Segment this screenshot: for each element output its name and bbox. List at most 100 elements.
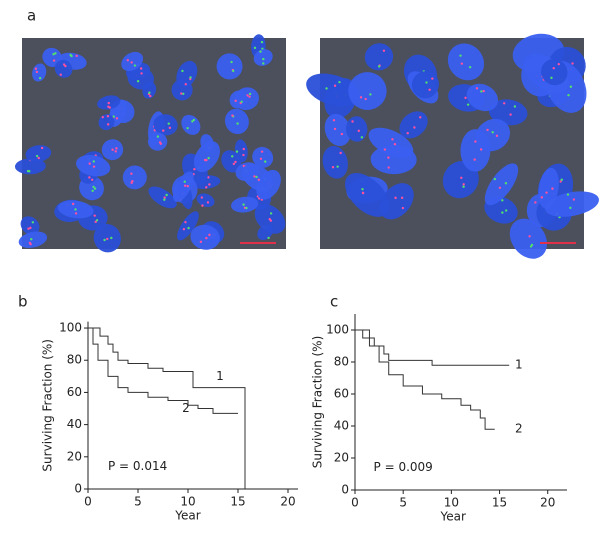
signal bbox=[566, 193, 570, 196]
signal bbox=[30, 237, 33, 241]
signal bbox=[431, 77, 434, 80]
x-tick-label: 5 bbox=[399, 496, 407, 510]
signal bbox=[232, 162, 236, 166]
nucleus bbox=[25, 145, 52, 162]
signal bbox=[103, 238, 106, 242]
signal bbox=[387, 166, 390, 169]
signal bbox=[269, 219, 273, 222]
signal bbox=[34, 67, 38, 70]
signal bbox=[360, 136, 364, 139]
signal bbox=[474, 140, 477, 143]
signal bbox=[509, 113, 512, 116]
signal bbox=[475, 87, 479, 90]
signal bbox=[92, 185, 95, 189]
signal bbox=[182, 228, 186, 231]
signal bbox=[126, 58, 129, 62]
signal bbox=[114, 150, 117, 153]
x-tick-label: 0 bbox=[351, 496, 359, 510]
nucleus bbox=[147, 132, 168, 151]
x-tick-label: 10 bbox=[180, 495, 195, 509]
signal bbox=[234, 99, 237, 103]
signal bbox=[504, 209, 508, 212]
signal bbox=[340, 132, 344, 136]
signal bbox=[52, 52, 55, 56]
survival-curve bbox=[88, 327, 238, 414]
nucleus bbox=[322, 145, 348, 179]
nucleus bbox=[229, 90, 248, 109]
signal bbox=[493, 177, 497, 181]
nucleus bbox=[253, 49, 273, 66]
signal bbox=[550, 76, 553, 80]
signal bbox=[93, 187, 97, 190]
signal bbox=[192, 118, 196, 122]
signal bbox=[428, 88, 431, 91]
signal bbox=[106, 237, 109, 241]
signal bbox=[482, 89, 485, 93]
panel-label: a bbox=[27, 7, 36, 25]
signal bbox=[498, 186, 502, 189]
signal bbox=[180, 92, 183, 95]
survival-curve bbox=[88, 327, 246, 489]
signal bbox=[115, 117, 119, 120]
signal bbox=[59, 73, 62, 76]
signal bbox=[255, 175, 258, 179]
panel-label: b bbox=[18, 293, 28, 311]
signal bbox=[242, 203, 245, 206]
signal bbox=[459, 54, 462, 57]
signal bbox=[401, 206, 405, 210]
y-tick-label: 100 bbox=[326, 323, 349, 337]
nucleus bbox=[122, 165, 147, 190]
nucleus bbox=[216, 53, 243, 80]
signal bbox=[253, 175, 256, 178]
signal bbox=[559, 180, 562, 183]
signal bbox=[479, 148, 483, 151]
signal bbox=[231, 114, 234, 117]
signal bbox=[460, 62, 464, 65]
signal bbox=[264, 160, 267, 163]
signal bbox=[181, 69, 184, 73]
y-axis-label: Surviving Fraction (%) bbox=[311, 336, 325, 469]
signal bbox=[236, 122, 239, 125]
signal bbox=[184, 83, 187, 86]
signal bbox=[387, 156, 390, 159]
signal bbox=[245, 206, 248, 210]
nucleus bbox=[181, 114, 201, 135]
x-tick-label: 5 bbox=[134, 495, 142, 509]
signal bbox=[530, 243, 534, 247]
signal bbox=[569, 206, 572, 210]
signal bbox=[257, 178, 261, 182]
signal bbox=[37, 156, 40, 160]
signal bbox=[28, 170, 31, 173]
y-axis-label: Surviving Fraction (%) bbox=[41, 339, 55, 472]
signal bbox=[486, 128, 489, 132]
signal bbox=[491, 131, 494, 134]
nucleus bbox=[20, 216, 40, 235]
signal bbox=[260, 40, 264, 44]
signal bbox=[377, 65, 381, 68]
signal bbox=[235, 150, 239, 153]
signal bbox=[361, 188, 364, 191]
signal bbox=[162, 129, 165, 132]
signal bbox=[569, 85, 573, 88]
signal bbox=[572, 198, 576, 201]
signal bbox=[552, 67, 555, 70]
signal bbox=[391, 138, 394, 141]
signal bbox=[199, 240, 203, 244]
signal bbox=[242, 153, 245, 157]
signal bbox=[35, 70, 39, 74]
signal bbox=[95, 219, 99, 222]
signal bbox=[201, 204, 204, 207]
y-tick-label: 0 bbox=[74, 482, 82, 496]
nucleus bbox=[177, 211, 199, 241]
signal bbox=[560, 178, 563, 181]
signal bbox=[165, 193, 168, 197]
x-tick-label: 10 bbox=[444, 496, 459, 510]
y-tick-label: 60 bbox=[334, 387, 349, 401]
signal bbox=[501, 211, 504, 214]
signal bbox=[183, 184, 187, 187]
nuclei bbox=[14, 33, 599, 259]
nucleus bbox=[18, 231, 48, 248]
signal bbox=[557, 62, 560, 66]
signal bbox=[571, 62, 574, 65]
